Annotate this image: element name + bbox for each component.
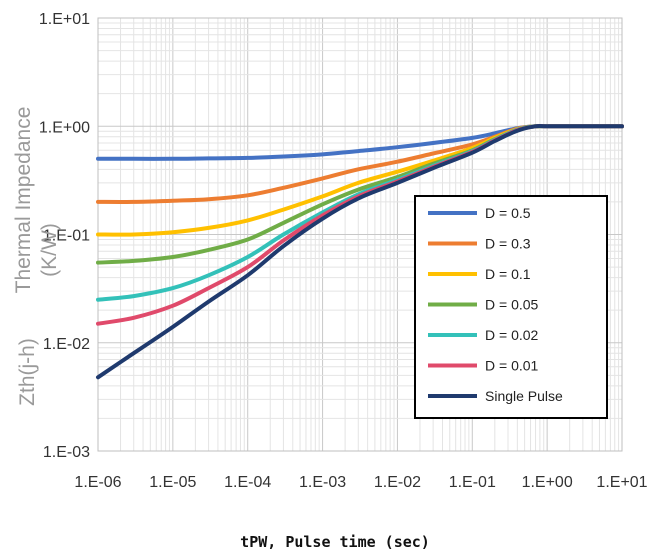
- x-axis-title: tPW, Pulse time (sec): [240, 533, 430, 551]
- legend-label: D = 0.5: [485, 205, 531, 221]
- legend-label: D = 0.02: [485, 327, 539, 343]
- y-tick-labels: 1.E-03 1.E-02 1.E-01 1.E+00 1.E+01: [39, 11, 90, 461]
- legend: D = 0.5 D = 0.3 D = 0.1 D = 0.05 D = 0.02 D =…: [414, 195, 608, 419]
- x-tick-label: 1.E-03: [299, 474, 346, 491]
- y-tick-label: 1.E-02: [43, 336, 90, 353]
- legend-label: D = 0.05: [485, 297, 539, 313]
- y-axis-unit: (K/W): [38, 223, 61, 277]
- x-tick-label: 1.E-04: [224, 474, 271, 491]
- y-axis-title: Thermal Impedance: [12, 107, 35, 294]
- legend-label: D = 0.1: [485, 266, 531, 282]
- series-line-6: [96, 123, 624, 380]
- y-tick-label: 1.E+01: [39, 11, 90, 28]
- legend-label: D = 0.3: [485, 236, 531, 252]
- x-tick-label: 1.E-01: [449, 474, 496, 491]
- x-tick-label: 1.E-05: [149, 474, 196, 491]
- y-tick-label: 1.E-01: [43, 228, 90, 245]
- y-axis-symbol: Zth(j-h): [16, 338, 39, 406]
- y-tick-label: 1.E+00: [39, 119, 90, 136]
- legend-items: D = 0.5 D = 0.3 D = 0.1 D = 0.05 D = 0.02 D =…: [428, 205, 563, 404]
- x-tick-label: 1.E-02: [374, 474, 421, 491]
- legend-label: Single Pulse: [485, 388, 563, 404]
- y-tick-label: 1.E-03: [43, 444, 90, 461]
- series-lines: [96, 123, 624, 380]
- legend-box: [414, 195, 608, 419]
- x-tick-label: 1.E+00: [522, 474, 573, 491]
- legend-label: D = 0.01: [485, 358, 539, 374]
- y-axis-label: Thermal Impedance (K/W) Zth(j-h): [12, 107, 61, 406]
- x-tick-label: 1.E-06: [74, 474, 121, 491]
- x-tick-label: 1.E+01: [596, 474, 647, 491]
- x-tick-labels: 1.E-06 1.E-05 1.E-04 1.E-03 1.E-02 1.E-01 1.E+…: [74, 474, 647, 491]
